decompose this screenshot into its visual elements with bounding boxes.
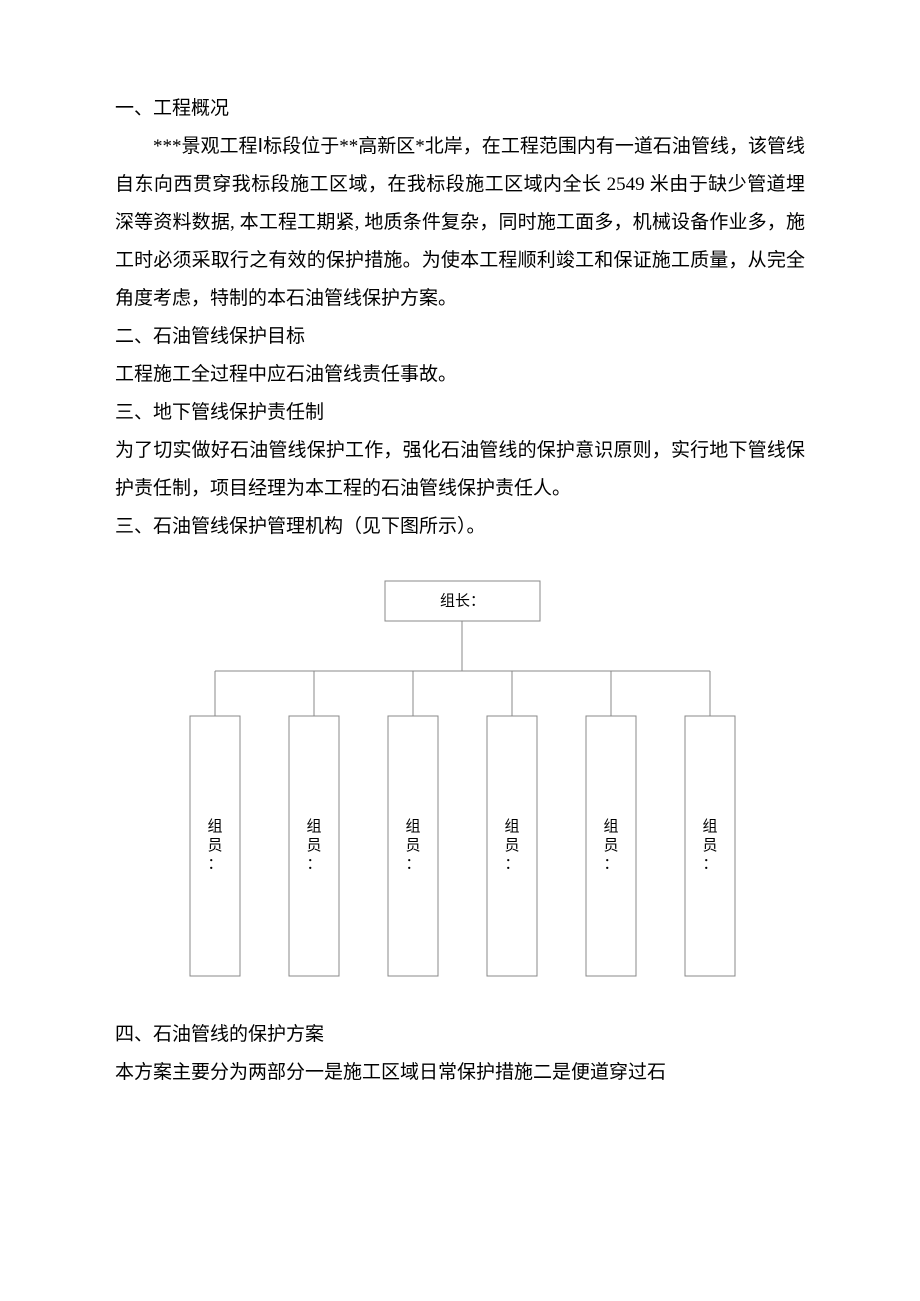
section-4-body: 本方案主要分为两部分一是施工区域日常保护措施二是便道穿过石 xyxy=(115,1054,805,1092)
section-1-heading: 一、工程概况 xyxy=(115,90,805,128)
org-leaf-label-5: 组员： xyxy=(702,818,717,873)
org-leaf-label-2: 组员： xyxy=(405,818,420,873)
section-1-body: ***景观工程Ⅰ标段位于**高新区*北岸，在工程范围内有一道石油管线，该管线自东… xyxy=(115,128,805,318)
org-root-label: 组长： xyxy=(440,592,485,609)
org-leaf-label-4: 组员： xyxy=(603,818,618,873)
document-page: 一、工程概况 ***景观工程Ⅰ标段位于**高新区*北岸，在工程范围内有一道石油管… xyxy=(0,0,920,1152)
section-4-heading: 四、石油管线的保护方案 xyxy=(115,1016,805,1054)
org-chart: 组长： 组员： 组员： 组员： 组员： 组员： 组员： xyxy=(115,576,805,996)
org-leaf-label-1: 组员： xyxy=(306,818,321,873)
section-3-heading: 三、地下管线保护责任制 xyxy=(115,394,805,432)
section-3-body: 为了切实做好石油管线保护工作，强化石油管线的保护意识原则，实行地下管线保护责任制… xyxy=(115,432,805,508)
section-2-heading: 二、石油管线保护目标 xyxy=(115,318,805,356)
org-leaf-label-3: 组员： xyxy=(504,818,519,873)
org-chart-svg: 组长： 组员： 组员： 组员： 组员： 组员： 组员： xyxy=(150,576,770,996)
org-leaf-label-0: 组员： xyxy=(207,818,222,873)
section-2-body: 工程施工全过程中应石油管线责任事故。 xyxy=(115,356,805,394)
section-3b-heading: 三、石油管线保护管理机构（见下图所示）。 xyxy=(115,508,805,546)
